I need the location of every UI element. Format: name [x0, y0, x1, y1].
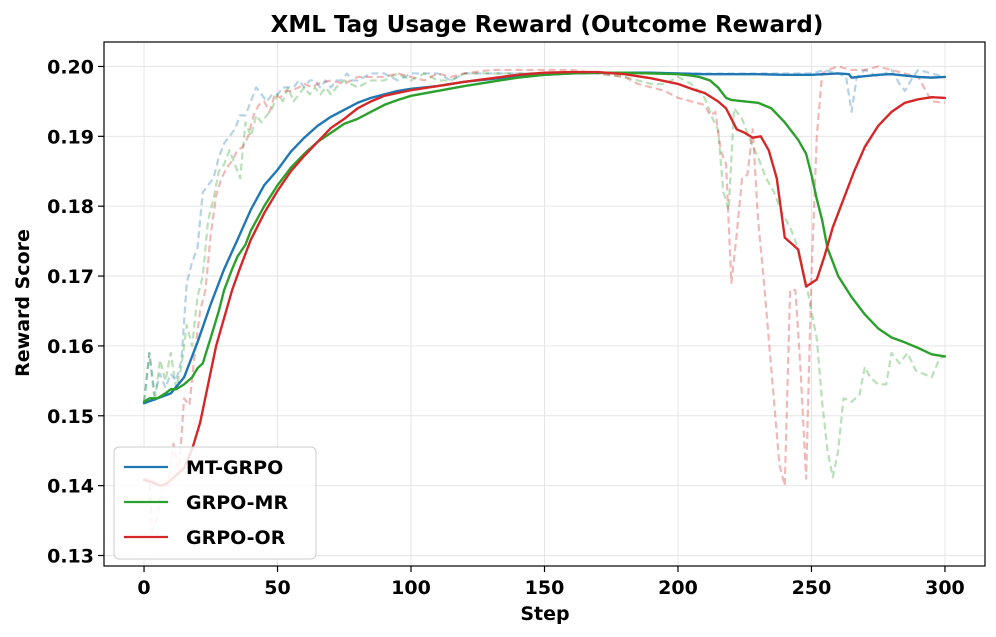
legend-label-grpo-mr: GRPO-MR — [186, 492, 288, 514]
y-tick-label: 0.14 — [47, 476, 94, 498]
x-axis-ticks: 0 50 100 150 200 250 300 — [137, 566, 965, 599]
x-tick-label: 300 — [925, 577, 965, 599]
y-axis-ticks: 0.13 0.14 0.15 0.16 0.17 0.18 0.19 0.20 — [47, 56, 104, 568]
legend-box — [113, 446, 317, 560]
legend: MT-GRPO GRPO-MR GRPO-OR — [113, 446, 317, 560]
y-tick-label: 0.17 — [47, 266, 94, 288]
legend-label-grpo-or: GRPO-OR — [186, 527, 286, 549]
smoothed-line-grpo-mr — [142, 71, 947, 404]
smoothed-line-grpo-or — [142, 70, 947, 487]
legend-label-mt-grpo: MT-GRPO — [186, 457, 283, 479]
x-tick-label: 50 — [264, 577, 290, 599]
smoothed-series-layer — [142, 70, 947, 487]
raw-line-mt-grpo — [142, 68, 946, 402]
y-axis-label: Reward Score — [12, 229, 34, 377]
raw-line-grpo-or — [144, 65, 946, 533]
grid — [104, 42, 985, 566]
raw-series-layer — [142, 65, 946, 533]
y-tick-label: 0.20 — [47, 56, 94, 78]
x-axis-label: Step — [520, 603, 569, 625]
chart-title: XML Tag Usage Reward (Outcome Reward) — [271, 12, 824, 38]
raw-line-grpo-mr — [142, 72, 946, 479]
y-tick-label: 0.15 — [47, 406, 94, 428]
x-tick-label: 0 — [137, 577, 150, 599]
x-tick-label: 250 — [792, 577, 832, 599]
x-tick-label: 200 — [658, 577, 698, 599]
x-tick-label: 100 — [391, 577, 431, 599]
x-tick-label: 150 — [525, 577, 565, 599]
y-tick-label: 0.18 — [47, 196, 94, 218]
y-tick-label: 0.16 — [47, 336, 94, 358]
y-tick-label: 0.13 — [47, 546, 94, 568]
y-tick-label: 0.19 — [47, 126, 94, 148]
